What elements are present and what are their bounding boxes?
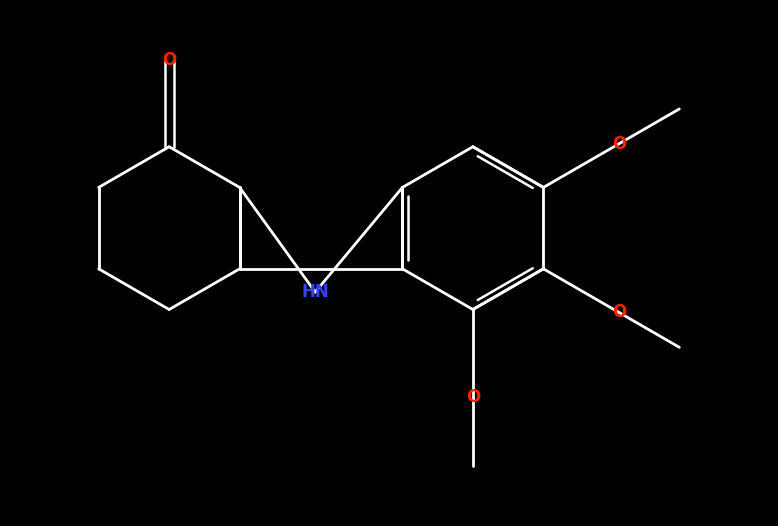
Text: HN: HN — [301, 283, 329, 301]
Text: O: O — [612, 304, 626, 321]
Text: O: O — [466, 388, 480, 406]
Text: O: O — [612, 135, 626, 153]
Text: O: O — [162, 50, 177, 68]
